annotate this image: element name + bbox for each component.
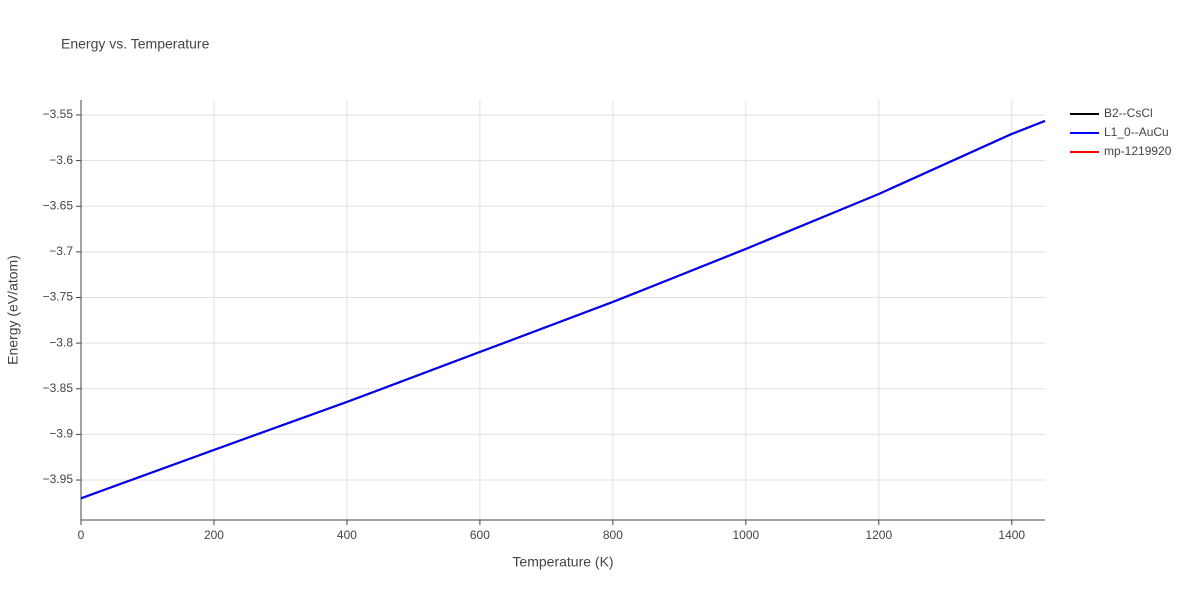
x-tick-label: 1200 [865, 528, 892, 542]
chart-title: Energy vs. Temperature [61, 36, 210, 52]
legend-label: B2--CsCl [1104, 106, 1153, 120]
y-tick-label: −3.65 [43, 198, 74, 212]
y-tick-label: −3.55 [43, 107, 74, 121]
x-tick-label: 400 [337, 528, 357, 542]
y-tick-label: −3.9 [49, 427, 73, 441]
legend-label: mp-1219920 [1104, 144, 1172, 158]
x-axis-title: Temperature (K) [512, 554, 613, 570]
x-tick-label: 200 [204, 528, 224, 542]
series-line [80, 120, 1046, 500]
y-axis-title: Energy (eV/atom) [5, 255, 21, 365]
legend-label: L1_0--AuCu [1104, 125, 1169, 139]
x-tick-label: 800 [603, 528, 623, 542]
x-tick-label: 0 [78, 528, 85, 542]
x-tick-label: 600 [470, 528, 490, 542]
y-tick-label: −3.95 [43, 472, 74, 486]
y-tick-label: −3.8 [49, 335, 73, 349]
y-tick-label: −3.85 [43, 381, 74, 395]
y-tick-label: −3.6 [49, 153, 73, 167]
x-tick-label: 1400 [998, 528, 1025, 542]
y-tick-label: −3.75 [43, 290, 74, 304]
y-tick-label: −3.7 [49, 244, 73, 258]
x-tick-label: 1000 [732, 528, 759, 542]
